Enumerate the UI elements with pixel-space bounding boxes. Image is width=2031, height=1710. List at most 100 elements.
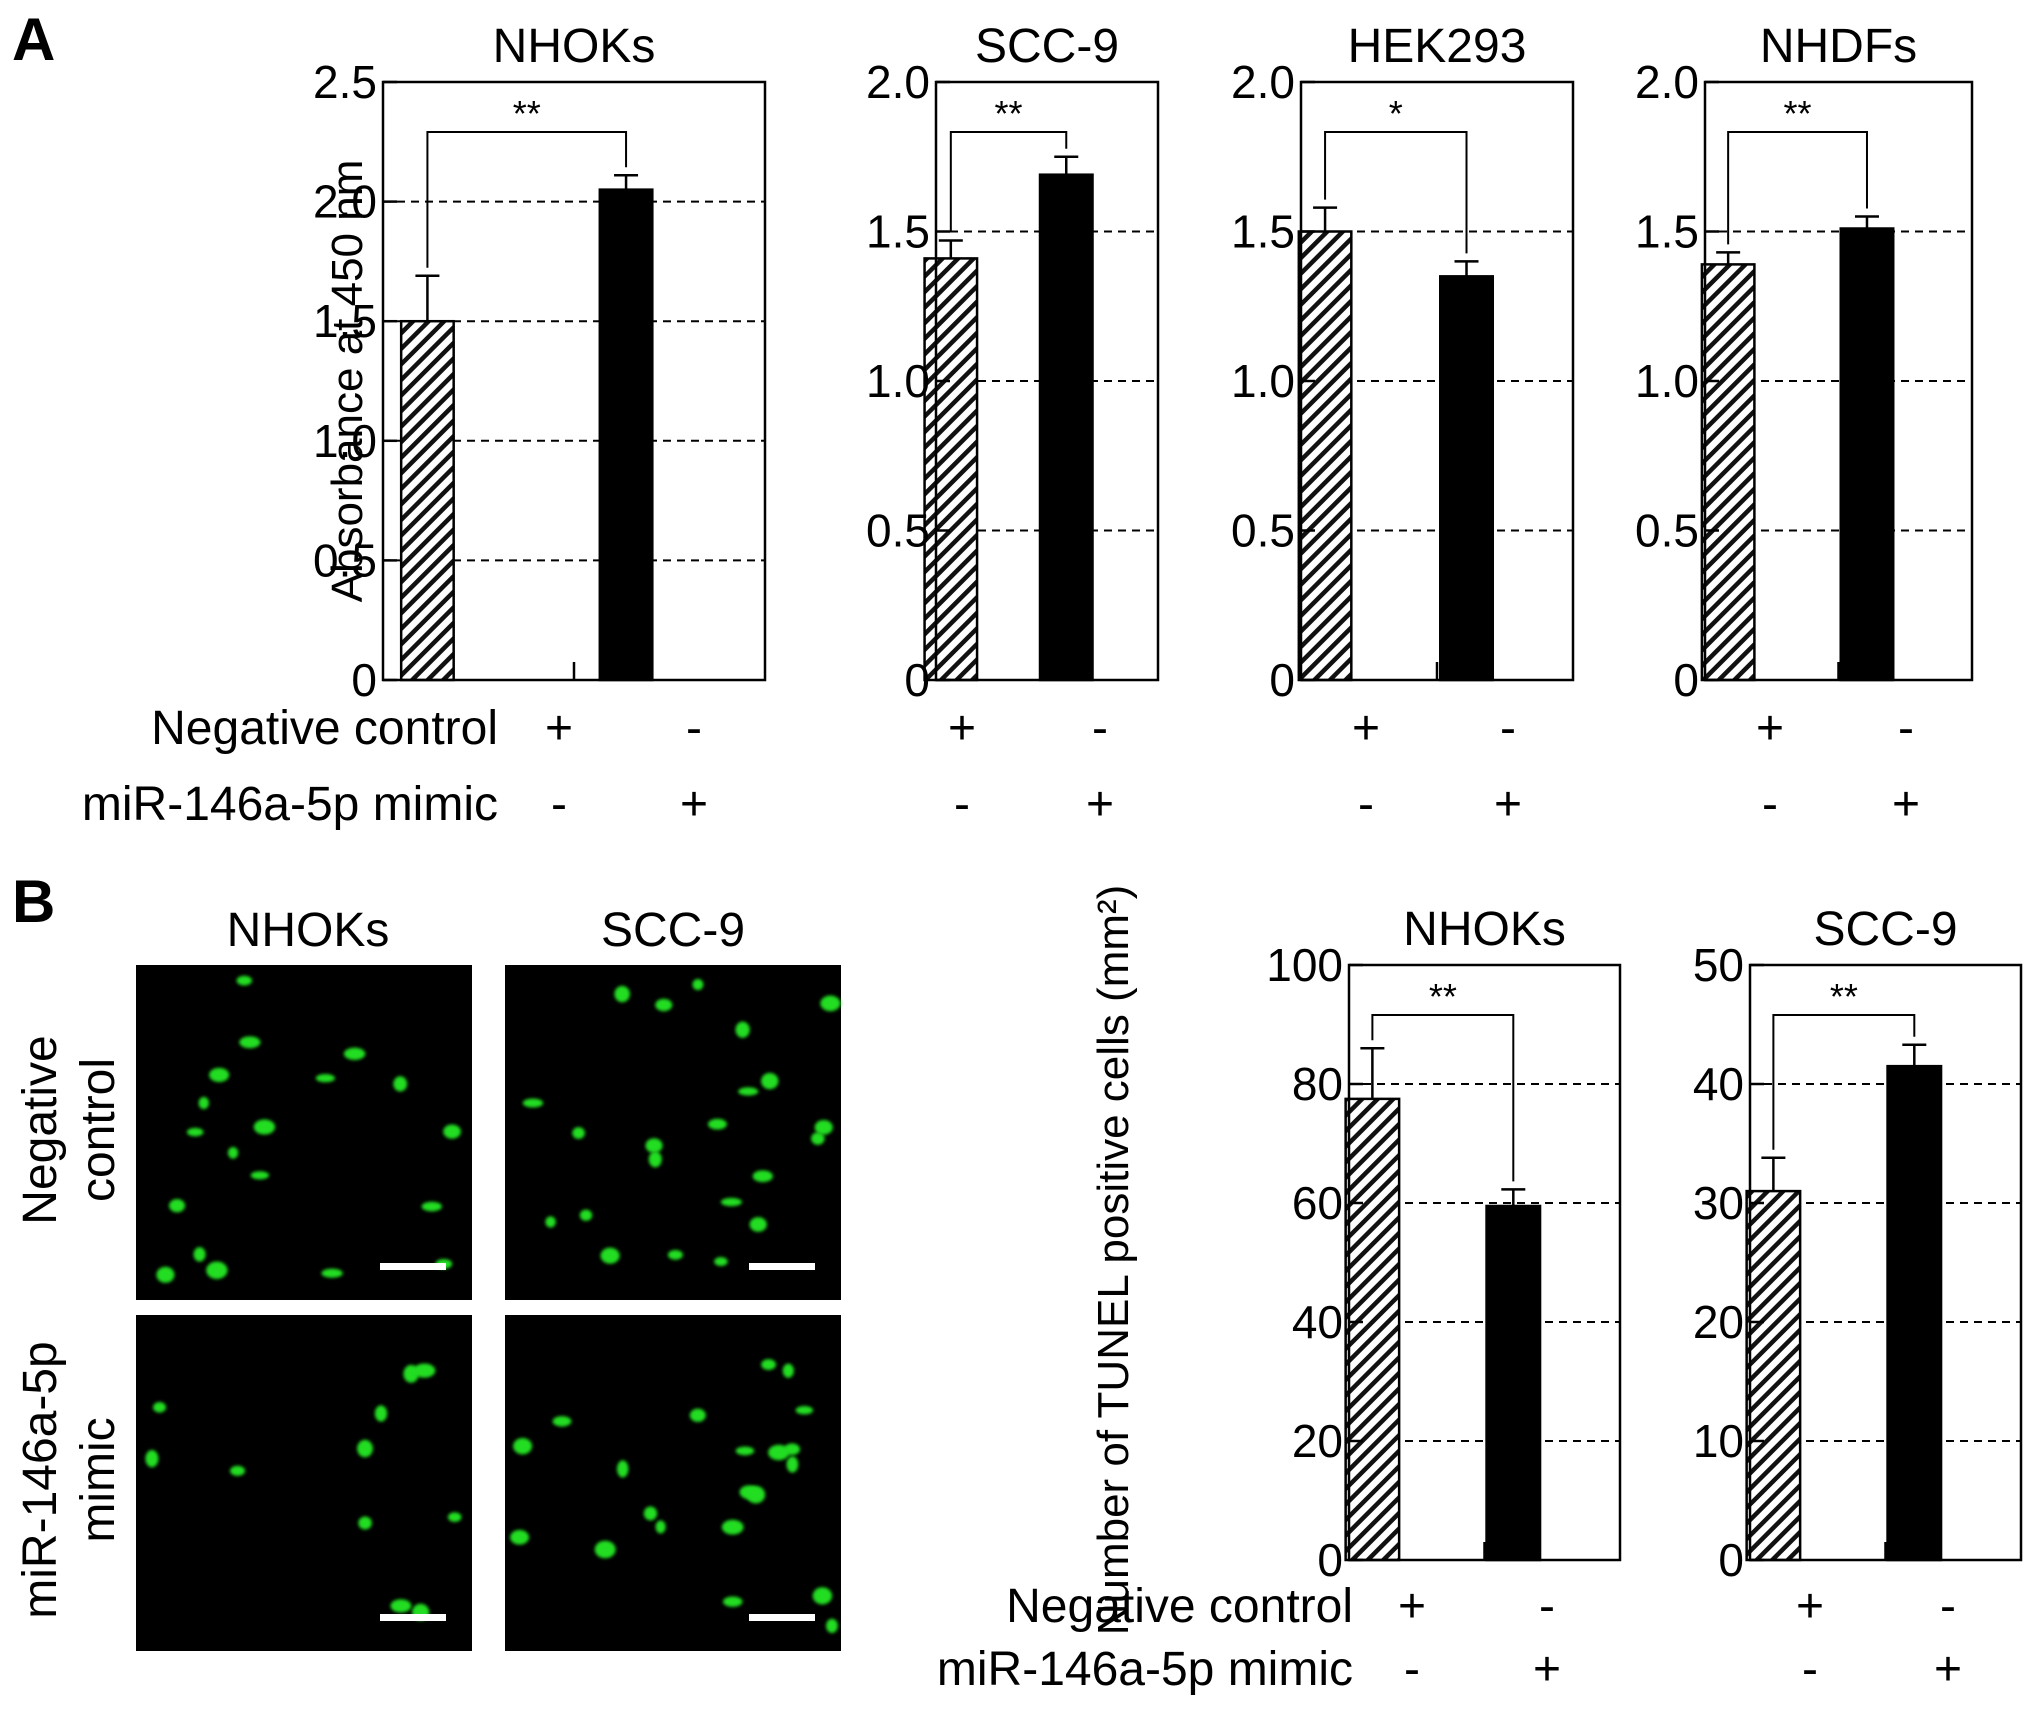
significance-marker: ** (1429, 976, 1457, 1017)
significance-marker: ** (995, 93, 1023, 134)
y-tick-label: 1.5 (1635, 206, 1699, 258)
tunel-positive-cell (358, 1516, 372, 1530)
micrograph-scc9-negative-control (505, 965, 841, 1300)
tunel-positive-cell (667, 1249, 683, 1260)
y-tick-label: 0 (351, 654, 377, 706)
bar (1344, 1097, 1401, 1562)
chart-title: SCC-9 (1813, 903, 1957, 956)
tunel-positive-cell (421, 1201, 442, 1212)
tunel-positive-cell (761, 1359, 777, 1370)
y-tick-label: 30 (1693, 1177, 1744, 1229)
y-axis-title-tunel: Number of TUNEL positive cells (mm²) (1089, 885, 1138, 1636)
y-tick-label: 0 (1317, 1534, 1343, 1586)
negative-control-sign: + (1796, 1580, 1824, 1633)
micrograph-row-label-mimic: miR-146a-5p mimic (14, 1341, 125, 1618)
tunel-positive-cell (153, 1402, 167, 1413)
tunel-positive-cell (692, 979, 704, 991)
tunel-positive-cell (572, 1127, 585, 1139)
bar (1839, 227, 1895, 682)
y-axis-title-tunel-text: Number of TUNEL positive cells (mm²) (1089, 885, 1138, 1636)
y-tick-label: 40 (1693, 1058, 1744, 1110)
tunel-positive-cell (239, 1036, 261, 1049)
chart-scc9-absorbance: ** 0 0.5 1.0 1.5 2.0 SCC-9 (866, 20, 1160, 706)
negative-control-sign: - (1500, 702, 1516, 755)
mimic-sign: - (954, 778, 970, 831)
tunel-positive-cell (390, 1599, 412, 1613)
mimic-sign: - (1762, 778, 1778, 831)
y-tick-label: 0 (904, 654, 930, 706)
bar (923, 257, 979, 682)
micrograph-background (505, 965, 841, 1300)
micrograph-column-title-nhoks: NHOKs (227, 904, 390, 957)
svg-text:miR-146a-5p: miR-146a-5p (14, 1341, 67, 1618)
bar (1485, 1204, 1542, 1562)
significance-marker: ** (1784, 93, 1812, 134)
mimic-sign: - (1802, 1643, 1818, 1696)
tunel-positive-cell (721, 1519, 744, 1535)
y-tick-label: 1.5 (313, 295, 377, 347)
y-tick-label: 80 (1292, 1058, 1343, 1110)
panel-b: B NHOKs SCC-9 Negative control miR-146a-… (12, 868, 2023, 1696)
tunel-positive-cell (826, 1618, 838, 1633)
tunel-positive-cell (393, 1076, 408, 1092)
y-tick-label: 2.0 (313, 176, 377, 228)
tunel-positive-cell (321, 1268, 343, 1278)
y-tick-label: 1.0 (1231, 355, 1295, 407)
micrograph-background (136, 965, 472, 1300)
y-tick-label: 20 (1693, 1296, 1744, 1348)
y-tick-label: 60 (1292, 1177, 1343, 1229)
y-tick-label: 1.0 (866, 355, 930, 407)
tunel-positive-cell (600, 1247, 620, 1264)
y-tick-label: 1.0 (1635, 355, 1699, 407)
bar (1745, 1189, 1802, 1562)
y-tick-label: 0 (1718, 1534, 1744, 1586)
micrograph-nhoks-mimic (136, 1315, 472, 1651)
treatment-table-a: Negative control miR-146a-5p mimic +--++… (82, 702, 1920, 831)
y-tick-label: 2.5 (313, 56, 377, 108)
y-tick-label: 10 (1693, 1415, 1744, 1467)
tunel-positive-cell (552, 1416, 572, 1427)
y-tick-label: 0.5 (313, 534, 377, 586)
negative-control-sign: - (1539, 1580, 1555, 1633)
mimic-sign: - (1404, 1643, 1420, 1696)
mimic-sign: + (1494, 778, 1522, 831)
negative-control-sign: - (1940, 1580, 1956, 1633)
negative-control-sign: - (686, 702, 702, 755)
bar (1886, 1064, 1943, 1562)
y-tick-label: 2.0 (866, 56, 930, 108)
tunel-positive-cell (655, 1520, 666, 1534)
significance-bracket (426, 131, 628, 268)
bar (598, 188, 654, 682)
mimic-sign: + (680, 778, 708, 831)
significance-bracket (1772, 1014, 1916, 1150)
svg-text:Negative: Negative (14, 1035, 67, 1224)
tunel-positive-cell (374, 1405, 388, 1422)
y-tick-label: 40 (1292, 1296, 1343, 1348)
chart-title: HEK293 (1348, 20, 1527, 73)
tunel-positive-cell (513, 1437, 533, 1455)
svg-text:mimic: mimic (72, 1417, 125, 1542)
significance-marker: ** (1830, 976, 1858, 1017)
tunel-positive-cell (545, 1216, 556, 1228)
tunel-positive-cell (749, 1217, 767, 1232)
negative-control-sign: + (1756, 702, 1784, 755)
tunel-positive-cell (761, 1072, 779, 1090)
tunel-positive-cell (522, 1098, 544, 1108)
significance-bracket (1727, 131, 1868, 245)
tunel-positive-cell (648, 1151, 662, 1168)
tunel-positive-cell (594, 1540, 616, 1559)
tunel-positive-cell (447, 1512, 462, 1523)
tunel-positive-cell (145, 1449, 159, 1468)
tunel-positive-cell (343, 1047, 366, 1060)
tunel-positive-cell (186, 1127, 204, 1137)
tunel-positive-cell (230, 1465, 246, 1476)
y-tick-label: 20 (1292, 1415, 1343, 1467)
tunel-positive-cell (735, 1446, 755, 1456)
tunel-positive-cell (413, 1363, 436, 1378)
chart-title: NHOKs (493, 20, 656, 73)
tunel-positive-cell (643, 1506, 658, 1521)
chart-nhdfs-absorbance: ** 0 0.5 1.0 1.5 2.0 NHDFs (1635, 20, 1974, 706)
negative-control-sign: - (1092, 702, 1108, 755)
significance-marker: ** (513, 93, 541, 134)
